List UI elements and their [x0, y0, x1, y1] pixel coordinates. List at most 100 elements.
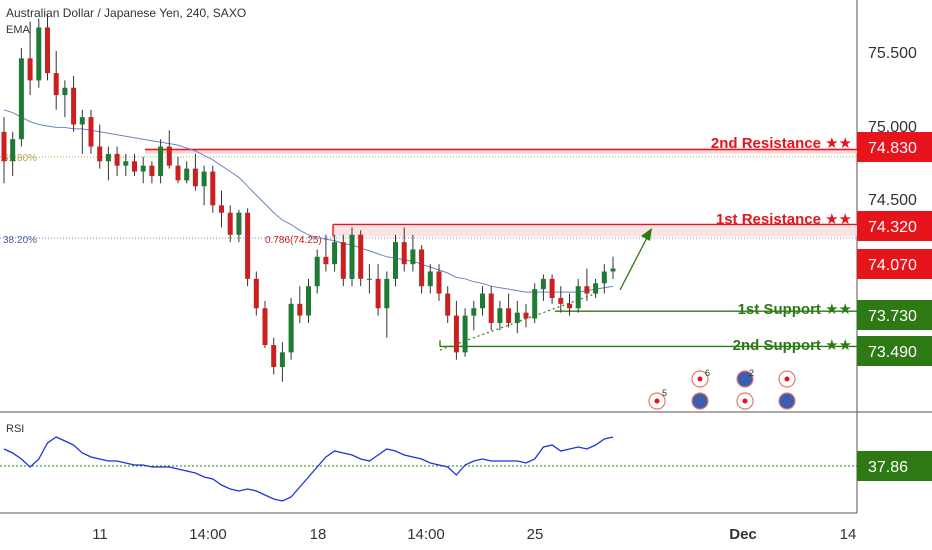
event-marker[interactable] — [778, 370, 796, 388]
event-marker[interactable] — [736, 370, 754, 388]
candle-body-down — [506, 308, 512, 323]
candle-body-down — [210, 171, 216, 206]
rsi-value-tag: 37.86 — [857, 451, 932, 481]
candle-body-up — [105, 153, 111, 162]
candle — [262, 300, 268, 348]
resistance-2-value: 74.830 — [868, 140, 917, 157]
candle — [436, 264, 442, 301]
event-marker[interactable] — [778, 392, 796, 410]
candle-body-down — [45, 27, 50, 74]
candle — [410, 234, 416, 272]
projection-arrowhead — [641, 228, 652, 241]
candle-body-up — [480, 293, 485, 309]
fib-786-label: 0.786(74.25) — [265, 235, 322, 246]
candle-body-up — [427, 271, 433, 287]
candle-body-down — [245, 212, 251, 279]
candle-body-up — [184, 168, 190, 181]
candle — [480, 286, 485, 316]
candle — [393, 234, 398, 287]
candle — [340, 234, 346, 287]
candle — [401, 227, 407, 272]
candle-body-up — [497, 308, 503, 323]
candle — [349, 227, 355, 287]
candle-body-down — [227, 212, 233, 235]
price-tick-74500: 74.500 — [868, 192, 917, 209]
candle-body-down — [358, 234, 364, 279]
candle — [79, 109, 85, 154]
support-2-label: 2nd Support ★★ — [733, 337, 852, 354]
levels-layer — [145, 148, 857, 348]
resistance-2-zone — [145, 148, 857, 154]
candle-body-up — [279, 352, 285, 368]
candle-body-down — [88, 117, 94, 147]
ema-line — [3, 109, 614, 293]
candle — [210, 165, 216, 213]
symbol-title: Australian Dollar / Japanese Yen, 240, S… — [6, 6, 246, 20]
candle — [184, 161, 190, 184]
candle — [1, 117, 7, 184]
candle — [375, 264, 381, 316]
candle — [18, 48, 24, 147]
candle — [332, 234, 338, 272]
candle-body-up — [306, 286, 311, 316]
candle-body-up — [314, 256, 320, 287]
event-count-a: 6 — [705, 368, 710, 378]
candle — [123, 153, 129, 176]
candle — [419, 245, 425, 294]
time-tick-14: 14 — [840, 526, 857, 543]
candle-body-down — [166, 146, 172, 166]
candle-body-up — [140, 165, 146, 172]
candle — [53, 51, 59, 110]
candle — [27, 21, 33, 96]
candle — [219, 190, 224, 228]
rsi-line — [3, 436, 614, 502]
candle — [45, 14, 50, 81]
time-tick-dec: Dec — [729, 526, 757, 543]
candle — [288, 297, 294, 360]
candle — [245, 208, 251, 287]
candle — [384, 271, 390, 338]
candle-body-down — [1, 131, 7, 162]
candle — [558, 286, 564, 313]
resistance-1-label: 1st Resistance ★★ — [716, 211, 852, 228]
support-2-tag: 73.490 — [857, 336, 932, 366]
candle-body-down — [567, 303, 572, 309]
candle — [306, 278, 311, 323]
candle — [462, 308, 468, 357]
candle-body-up — [123, 161, 129, 166]
candle — [236, 209, 242, 243]
time-tick-1400a: 14:00 — [189, 526, 227, 543]
candle-body-down — [375, 278, 381, 309]
price-tick-75000: 75.000 — [868, 119, 917, 136]
ema-label: EMA — [6, 24, 31, 36]
candle-body-down — [132, 161, 137, 172]
resistance-2-label: 2nd Resistance ★★ — [711, 135, 852, 152]
candle — [532, 283, 538, 323]
time-tick-1400b: 14:00 — [407, 526, 445, 543]
support-1-tag: 73.730 — [857, 300, 932, 330]
event-marker[interactable] — [691, 392, 709, 410]
uptrend-dotted-line — [439, 291, 601, 351]
candle-body-down — [149, 165, 155, 176]
candle — [358, 230, 364, 287]
candle — [488, 286, 494, 331]
candle-body-down — [419, 249, 425, 287]
fib-382-label: 38.20% — [3, 235, 37, 246]
event-marker[interactable] — [736, 392, 754, 410]
event-marker[interactable] — [648, 392, 666, 410]
candle-body-up — [540, 278, 546, 290]
candle — [471, 300, 477, 331]
candle-body-up — [10, 139, 16, 162]
candle — [253, 271, 259, 316]
event-marker[interactable] — [691, 370, 709, 388]
candle — [132, 153, 137, 176]
candle-body-up — [79, 117, 85, 125]
projection-arrow — [619, 231, 651, 291]
candle — [36, 18, 42, 88]
candle — [584, 268, 590, 301]
candle-body-down — [53, 73, 59, 96]
candle-body-down — [340, 242, 346, 279]
candle-body-up — [514, 312, 520, 323]
candle-body-up — [236, 212, 242, 235]
time-tick-25: 25 — [527, 526, 544, 543]
